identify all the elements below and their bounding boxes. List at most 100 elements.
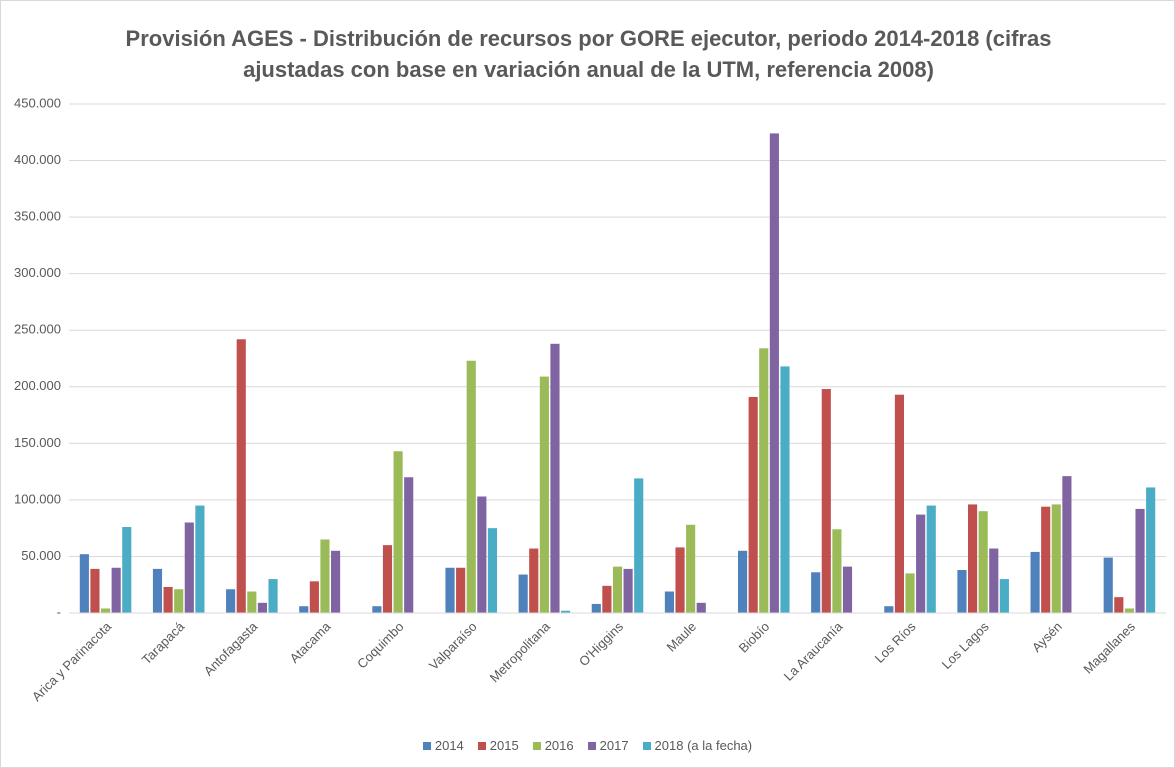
legend-label: 2018 (a la fecha) [654,738,753,753]
bar [393,451,403,613]
bar [152,568,163,613]
bar [696,602,706,613]
bar [518,574,528,613]
bar [79,554,89,613]
bar [331,550,341,613]
bar [884,606,894,613]
chart-title: Provisión AGES - Distribución de recurso… [125,26,1052,82]
bar [163,586,173,613]
x-tick-label: Magallanes [1080,619,1138,677]
x-tick-label: Los Ríos [872,619,919,666]
bar [309,581,319,613]
bar [602,585,612,613]
bar [561,610,571,613]
legend: 2014 2015 2016 2017 2018 (a la fecha) [1,738,1174,753]
y-tick-label: 450.000 [14,95,61,110]
bar [623,568,633,613]
bar [195,505,205,613]
legend-item: 2018 (a la fecha) [642,738,753,753]
x-tick-label: Aysén [1029,619,1065,655]
legend-swatch [477,741,486,750]
bar [184,522,194,613]
bar [268,579,278,613]
legend-swatch [587,741,596,750]
x-tick-label: Los Lagos [939,619,992,672]
y-tick-label: 200.000 [14,378,61,393]
bar [487,528,498,613]
bar [926,505,936,613]
legend-label: 2014 [434,738,464,753]
bar [1041,506,1051,613]
x-tick-label: Maule [664,619,700,655]
bar [550,343,560,613]
legend-item: 2016 [532,738,574,753]
bar [320,539,330,613]
bar [1030,551,1040,613]
bar [748,396,758,613]
bar [404,477,414,613]
legend-swatch [422,741,431,750]
bar [226,589,236,613]
bar [1124,608,1135,613]
legend-label: 2015 [489,738,519,753]
bar [737,550,748,613]
y-tick-label: 150.000 [14,435,61,450]
bar [111,567,121,613]
bar [257,602,268,613]
bar [529,548,539,613]
bar [299,606,309,613]
y-tick-label: 400.000 [14,152,61,167]
bar [382,545,393,613]
bar [100,608,111,613]
bar [967,504,978,613]
legend-item: 2017 [587,738,629,753]
legend-item: 2015 [477,738,519,753]
legend-label: 2016 [544,738,574,753]
bar [842,566,853,613]
bar [957,570,967,613]
bar [769,133,779,614]
bar [1051,504,1061,613]
bar [634,478,644,613]
bar [675,547,685,613]
bar [780,366,790,613]
x-tick-label: Antofagasta [201,618,261,678]
bar [832,529,842,613]
bar [894,394,904,613]
bar [445,567,455,613]
bar [477,496,487,613]
bar [247,591,257,613]
bar [372,606,382,613]
bar [905,573,915,613]
bar [1103,557,1113,613]
bar [759,348,769,613]
bar [539,376,549,613]
bar [90,568,100,613]
y-tick-label: 300.000 [14,265,61,280]
legend-swatch [642,741,651,750]
y-tick-label: 350.000 [14,209,61,224]
x-tick-label: Atacama [287,618,334,665]
bar [989,548,999,613]
x-tick-label: Metropolitana [487,618,554,685]
bar [1114,597,1124,613]
x-tick-label: Tarapacá [139,618,188,667]
bar [821,389,831,613]
y-tick-label: 250.000 [14,322,61,337]
x-tick-label: Arica y Parinacota [29,618,115,704]
bar [999,579,1009,613]
bar [1062,476,1072,613]
bar [811,572,821,613]
bar [1135,508,1145,613]
legend-item: 2014 [422,738,464,753]
y-tick-label: 50.000 [21,548,61,563]
bar [916,514,926,613]
bar [591,603,601,613]
legend-label: 2017 [599,738,629,753]
bar [978,511,988,613]
y-tick-label: 100.000 [14,491,61,506]
legend-swatch [532,741,541,750]
bar [236,339,246,613]
